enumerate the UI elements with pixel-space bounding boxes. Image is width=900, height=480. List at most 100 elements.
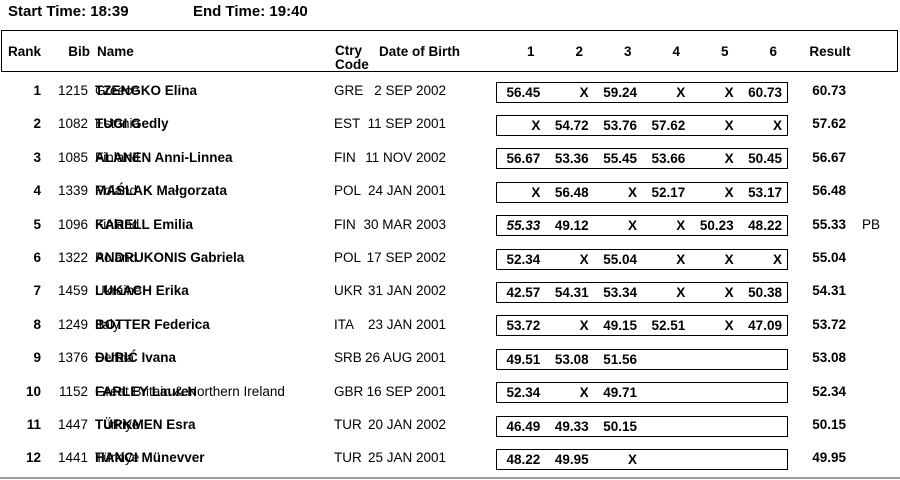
column-header-attempt-3: 3 — [623, 44, 632, 59]
dob-cell: 11 NOV 2002 — [365, 149, 446, 165]
attempts-box: 49.51 53.08 51.56 — [496, 348, 788, 370]
bib-cell: 1082 — [57, 116, 88, 132]
attempt-cell-5: X — [724, 117, 734, 133]
result-cell: 60.73 — [812, 83, 846, 98]
result-row: 3 1085 ALANEN Anni-Linnea Finland FIN 11… — [0, 148, 900, 182]
country-code-cell: POL — [334, 183, 362, 199]
bib-cell: 1085 — [57, 149, 88, 165]
athlete-country: Türkiye — [95, 450, 140, 466]
attempt-cell-2: 53.08 — [554, 351, 589, 367]
result-row: 6 1322 ANDRUKONIS Gabriela Poland POL 17… — [0, 248, 900, 282]
bib-cell: 1096 — [57, 216, 88, 232]
attempt-cell-3: 49.15 — [603, 318, 637, 334]
attempt-cell-3: 55.04 — [603, 251, 637, 267]
country-code-cell: POL — [334, 250, 362, 265]
attempt-cell-6: 50.38 — [748, 284, 782, 300]
attempts-box: X 56.48 X 52.17 X 53.17 — [496, 181, 788, 203]
attempt-cell-5: X — [724, 318, 734, 334]
rank-cell: 12 — [25, 450, 41, 466]
dob-cell: 23 JAN 2001 — [367, 316, 446, 332]
athlete-name: TUGI Gedly — [95, 116, 169, 132]
rank-cell: 11 — [26, 417, 41, 432]
column-header-attempt-4: 4 — [672, 44, 680, 59]
attempt-cell-1: 49.51 — [506, 351, 541, 367]
dob-cell: 2 SEP 2002 — [374, 83, 446, 98]
result-cell: 50.15 — [812, 417, 846, 432]
attempt-cell-1: X — [531, 184, 541, 200]
attempt-cell-1: 56.67 — [506, 151, 541, 167]
rank-cell: 7 — [33, 283, 41, 299]
attempt-cell-4: X — [676, 218, 686, 234]
bib-cell: 1447 — [57, 417, 88, 432]
athlete-name: ANDRUKONIS Gabriela — [95, 250, 245, 265]
rank-cell: 9 — [33, 350, 41, 366]
attempt-cell-6: X — [772, 117, 782, 133]
country-code-cell: FIN — [334, 149, 356, 165]
result-row: 7 1459 LUKACH Erika Ukraine UKR 31 JAN 2… — [0, 281, 900, 315]
attempt-cell-2: 56.48 — [554, 184, 589, 200]
athlete-country: Ukraine — [95, 283, 142, 299]
athlete-name: ĐURIĆ Ivana — [95, 350, 177, 366]
result-row: 1 1215 TZENGKO Elina Greece GRE 2 SEP 20… — [0, 81, 900, 115]
attempt-cell-1: 46.49 — [506, 418, 541, 434]
attempt-cell-1: 52.34 — [506, 251, 541, 267]
rank-cell: 1 — [33, 83, 41, 98]
result-cell: 54.31 — [812, 283, 846, 299]
bib-cell: 1459 — [57, 283, 88, 299]
result-cell: 55.33 — [812, 216, 846, 232]
column-header-dob: Date of Birth — [379, 44, 460, 59]
attempt-cell-2: X — [579, 385, 589, 401]
athlete-name: TÜRKMEN Esra — [95, 417, 196, 432]
attempt-cell-2: 49.12 — [554, 218, 589, 234]
attempt-cell-2: X — [579, 251, 589, 267]
ctry-label-line1: Ctry — [335, 43, 363, 58]
country-code-cell: UKR — [334, 283, 363, 299]
rank-cell: 3 — [33, 149, 41, 165]
column-header-attempt-1: 1 — [526, 44, 535, 59]
athlete-country: Estonia — [95, 116, 141, 132]
attempt-cell-6: 50.45 — [748, 151, 782, 167]
result-cell: 55.04 — [812, 250, 846, 265]
attempt-cell-5: X — [724, 84, 734, 100]
attempt-cell-2: X — [579, 318, 589, 334]
attempt-cell-2: 54.31 — [554, 284, 589, 300]
attempt-cell-5: X — [724, 151, 734, 167]
rank-cell: 6 — [33, 250, 41, 265]
titlebar: Start Time: 18:39 End Time: 19:40 — [0, 3, 900, 25]
result-row: 9 1376 ĐURIĆ Ivana Serbia SRB 26 AUG 200… — [0, 348, 900, 382]
start-time-label: Start Time: 18:39 — [8, 3, 129, 20]
attempt-cell-3: 49.71 — [603, 385, 637, 401]
result-cell: 57.62 — [812, 116, 846, 132]
attempt-cell-2: 54.72 — [554, 117, 589, 133]
results-table-header: Rank Bib Name Ctry Code Date of Birth 1 2… — [1, 30, 898, 72]
attempt-cell-6: 53.17 — [748, 184, 782, 200]
athlete-name: TZENGKO Elina — [95, 83, 198, 98]
ctry-label-line2: Code — [335, 57, 369, 72]
athlete-country: Poland — [95, 250, 138, 265]
attempts-box: 48.22 49.95 X — [496, 448, 788, 470]
attempts-box: 53.72 X 49.15 52.51 X 47.09 — [496, 315, 788, 337]
attempt-cell-3: 59.24 — [603, 84, 637, 100]
attempt-cell-1: 52.34 — [506, 385, 541, 401]
bib-cell: 1152 — [58, 383, 88, 399]
rank-cell: 10 — [25, 383, 41, 399]
attempt-cell-3: X — [627, 184, 637, 200]
result-cell: 53.08 — [812, 350, 846, 366]
attempt-cell-2: 53.36 — [554, 151, 589, 167]
bib-cell: 1215 — [57, 83, 88, 98]
athlete-name: ALANEN Anni-Linnea — [95, 149, 233, 165]
country-code-cell: TUR — [334, 450, 362, 466]
country-code-cell: GBR — [334, 383, 364, 399]
country-code-cell: SRB — [334, 350, 362, 366]
athlete-country: Poland — [95, 183, 138, 199]
attempt-cell-1: 56.45 — [506, 84, 541, 100]
country-code-cell: FIN — [334, 216, 356, 232]
dob-cell: 26 AUG 2001 — [364, 350, 446, 366]
athlete-country: Finland — [95, 149, 140, 165]
column-headers-attempts: 1 2 3 4 5 6 — [498, 44, 789, 59]
attempt-cell-3: 53.34 — [603, 284, 637, 300]
dob-cell: 11 SEP 2001 — [367, 116, 446, 132]
athlete-name: FARLEY Lauren — [95, 383, 197, 399]
athlete-country: Finland — [95, 216, 140, 232]
bib-cell: 1249 — [57, 316, 88, 332]
